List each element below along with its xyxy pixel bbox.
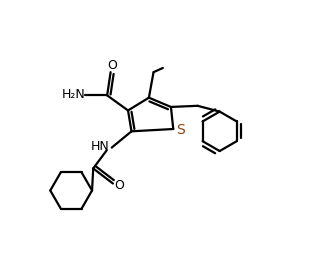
Text: S: S	[176, 123, 185, 137]
Text: H₂N: H₂N	[62, 88, 85, 101]
Text: O: O	[107, 59, 117, 72]
Text: O: O	[115, 179, 124, 192]
Text: HN: HN	[91, 140, 109, 153]
